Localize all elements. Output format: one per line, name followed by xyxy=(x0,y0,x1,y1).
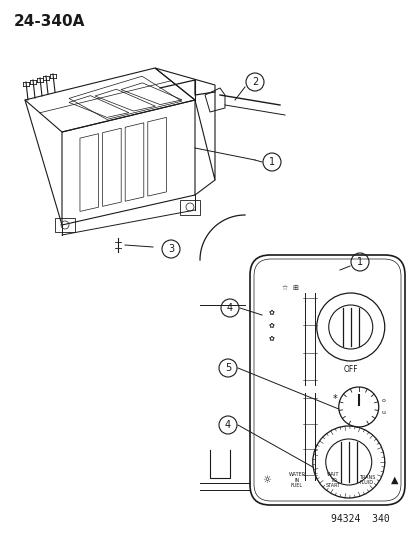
Text: 1: 1 xyxy=(268,157,274,167)
Text: u: u xyxy=(381,410,385,416)
Text: 3: 3 xyxy=(168,244,173,254)
Text: o: o xyxy=(381,399,385,403)
Text: 1: 1 xyxy=(356,257,362,267)
Text: 24-340A: 24-340A xyxy=(14,14,85,29)
Text: ☼: ☼ xyxy=(262,475,271,485)
Text: ▲: ▲ xyxy=(390,475,398,485)
Text: WATER
IN
FUEL: WATER IN FUEL xyxy=(288,472,305,488)
Text: 4: 4 xyxy=(224,420,230,430)
Text: 2: 2 xyxy=(251,77,257,87)
Text: ⊞: ⊞ xyxy=(291,285,297,291)
Text: OFF: OFF xyxy=(343,365,357,374)
Text: ✿: ✿ xyxy=(268,322,274,328)
Text: 94324  340: 94324 340 xyxy=(330,514,389,524)
Text: 5: 5 xyxy=(224,363,230,373)
Text: 4: 4 xyxy=(226,303,233,313)
Text: WAIT
TO
START: WAIT TO START xyxy=(325,472,340,488)
Text: ✿: ✿ xyxy=(268,335,274,341)
Text: TRANS
FLUID: TRANS FLUID xyxy=(358,474,374,486)
Text: ✿: ✿ xyxy=(268,309,274,315)
Text: ☆: ☆ xyxy=(281,285,287,291)
Text: *: * xyxy=(332,394,336,404)
